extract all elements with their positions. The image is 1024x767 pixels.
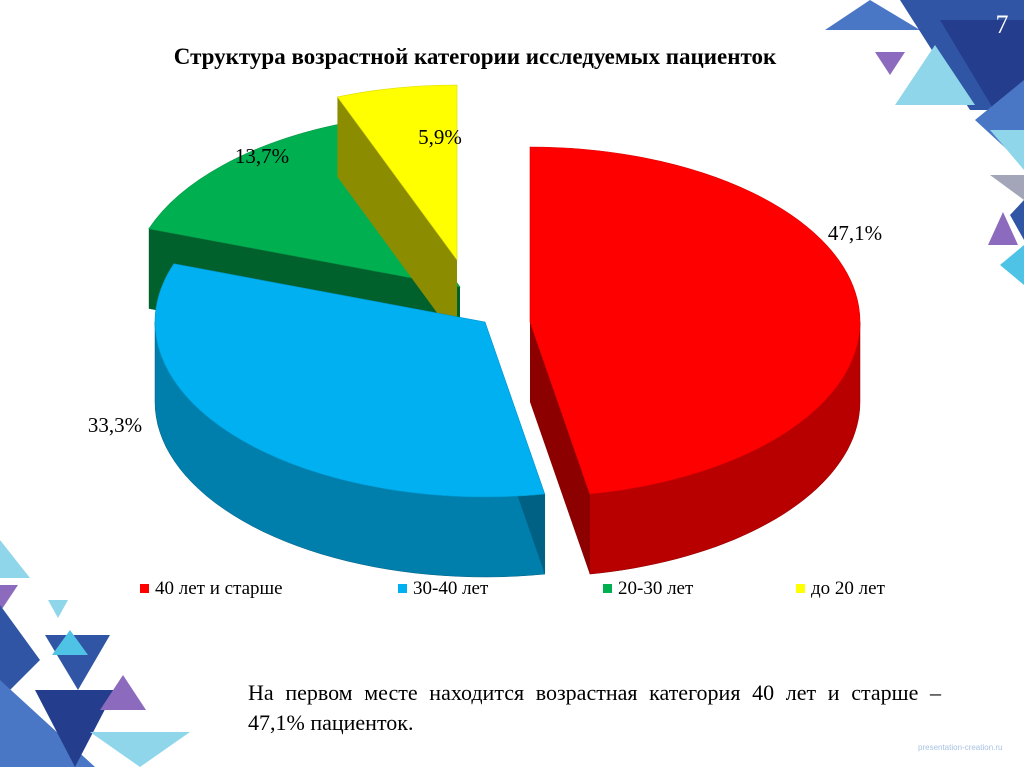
data-label: 5,9% <box>418 125 462 149</box>
legend-swatch <box>796 584 805 594</box>
legend-label: 20-30 лет <box>618 578 694 599</box>
pie-slice <box>529 146 861 575</box>
legend-label: 40 лет и старше <box>155 578 283 599</box>
legend-item: 20-30 лет <box>603 578 693 600</box>
pie-slice <box>154 263 546 578</box>
legend-label: 30-40 лет <box>413 578 489 599</box>
legend-item: 40 лет и старше <box>140 578 283 600</box>
data-label: 13,7% <box>235 144 289 168</box>
summary-text: На первом месте находится возрастная кат… <box>248 680 941 735</box>
legend-swatch <box>398 584 407 594</box>
legend-item: 30-40 лет <box>398 578 488 600</box>
legend-label: до 20 лет <box>811 578 885 599</box>
data-label: 33,3% <box>88 413 142 437</box>
legend-swatch <box>603 584 612 594</box>
watermark: presentation-creation.ru <box>918 743 1003 752</box>
slide-number: 7 <box>995 10 1009 39</box>
slide-title: Структура возрастной категории исследуем… <box>173 44 777 69</box>
pie-slice <box>336 84 458 340</box>
legend-swatch <box>140 584 149 594</box>
data-label: 47,1% <box>828 221 882 245</box>
legend-item: до 20 лет <box>796 578 885 600</box>
chart-legend: 40 лет и старше 30-40 лет 20-30 лет до 2… <box>0 578 1024 604</box>
